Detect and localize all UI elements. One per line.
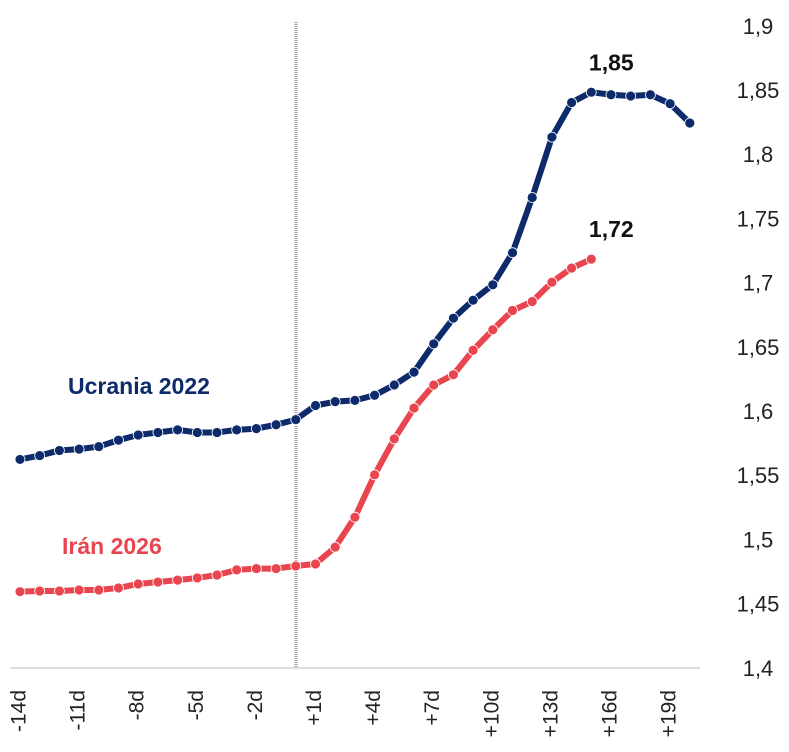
- x-tick-label: +10d: [480, 690, 503, 737]
- point: [684, 117, 696, 129]
- point: [54, 585, 65, 597]
- point: [467, 294, 479, 306]
- point: [585, 253, 597, 265]
- point: [546, 131, 558, 143]
- point: [467, 344, 479, 356]
- point: [369, 389, 381, 401]
- point: [14, 586, 26, 598]
- point: [645, 89, 656, 101]
- point: [231, 564, 243, 576]
- point: [310, 558, 321, 570]
- point: [487, 324, 499, 336]
- point: [546, 276, 558, 288]
- x-tick-label: +7d: [421, 690, 444, 726]
- y-tick-label: 1,8: [743, 142, 774, 167]
- point: [34, 450, 46, 461]
- y-tick-label: 1,6: [743, 399, 774, 424]
- y-tick-label: 1,65: [737, 335, 780, 360]
- point: [231, 424, 243, 436]
- point: [270, 563, 282, 574]
- point: [93, 441, 105, 452]
- point: [664, 98, 676, 110]
- y-tick-label: 1,55: [737, 463, 780, 488]
- x-tick-label: -5d: [185, 690, 208, 720]
- point: [113, 582, 124, 594]
- y-tick-label: 1,5: [743, 527, 774, 552]
- point: [93, 584, 105, 596]
- point: [329, 541, 341, 553]
- series-label: Irán 2026: [62, 533, 162, 559]
- point: [388, 379, 400, 391]
- point: [250, 563, 262, 574]
- y-tick-label: 1,45: [737, 592, 780, 617]
- point: [132, 578, 144, 590]
- point: [585, 86, 597, 98]
- point: [369, 469, 381, 481]
- point: [73, 584, 85, 596]
- point: [526, 296, 538, 307]
- point: [172, 574, 184, 586]
- point: [526, 192, 538, 203]
- point: [566, 97, 577, 108]
- point: [487, 279, 499, 291]
- y-tick-label: 1,7: [743, 271, 774, 296]
- point: [211, 427, 223, 438]
- x-tick-label: +13d: [539, 690, 562, 737]
- point: [447, 369, 459, 381]
- point: [54, 445, 65, 456]
- data-label: 1,72: [589, 216, 634, 242]
- point: [270, 419, 282, 431]
- x-tick-label: +16d: [599, 690, 622, 737]
- point: [73, 443, 85, 455]
- point: [566, 262, 577, 274]
- point: [211, 569, 223, 581]
- x-tick-label: +19d: [658, 690, 681, 737]
- point: [14, 454, 26, 465]
- x-tick-label: +1d: [303, 690, 326, 726]
- series-label: Ucrania 2022: [68, 373, 210, 399]
- x-tick-label: -8d: [126, 690, 149, 720]
- point: [388, 433, 400, 445]
- point: [152, 576, 164, 588]
- point: [290, 560, 302, 572]
- point: [349, 511, 361, 523]
- point: [290, 414, 302, 426]
- point: [310, 400, 321, 411]
- point: [349, 394, 361, 406]
- y-tick-label: 1,85: [737, 78, 780, 103]
- point: [113, 434, 124, 446]
- point: [507, 305, 518, 316]
- x-tick-label: -14d: [8, 690, 31, 732]
- point: [191, 572, 203, 584]
- data-label: 1,85: [589, 49, 634, 75]
- point: [625, 90, 637, 102]
- point: [408, 366, 420, 378]
- x-tick-label: -2d: [244, 690, 267, 720]
- point: [152, 427, 164, 438]
- x-tick-label: -11d: [67, 690, 90, 730]
- point: [329, 396, 341, 408]
- y-tick-label: 1,4: [743, 656, 774, 681]
- point: [408, 402, 420, 414]
- point: [132, 429, 144, 441]
- point: [605, 89, 617, 101]
- point: [172, 424, 184, 436]
- y-tick-label: 1,75: [737, 206, 780, 231]
- point: [428, 379, 440, 391]
- point: [250, 423, 262, 435]
- point: [428, 338, 440, 350]
- point: [447, 312, 459, 324]
- point: [507, 247, 518, 259]
- y-tick-label: 1,9: [743, 14, 774, 39]
- x-tick-label: +4d: [362, 690, 385, 726]
- point: [34, 585, 46, 597]
- point: [191, 427, 203, 438]
